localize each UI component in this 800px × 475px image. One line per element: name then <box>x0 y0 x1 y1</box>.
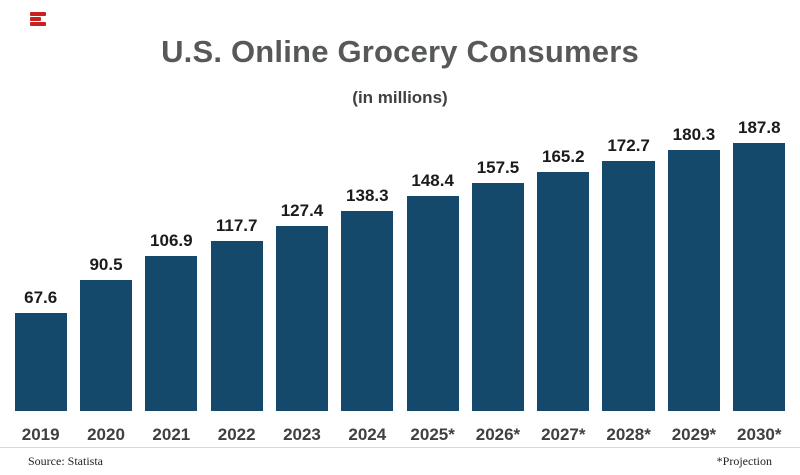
bar-category-label: 2022 <box>217 425 256 444</box>
bar-column: 127.4 2023 <box>269 118 334 445</box>
bar-category-label: 2025* <box>410 425 455 444</box>
bar <box>145 256 198 411</box>
bar-value-label: 180.3 <box>672 125 716 144</box>
bar-column: 180.3 2029* <box>661 118 726 445</box>
bar-value-label: 187.8 <box>738 118 781 137</box>
bar-category-label: 2027* <box>541 425 586 444</box>
bar-column: 90.5 2020 <box>73 118 138 445</box>
bar <box>602 161 655 411</box>
bar-category-label: 2021 <box>152 425 191 444</box>
brand-mark-icon <box>30 12 46 26</box>
bar-category-label: 2024 <box>348 425 387 444</box>
bar <box>537 172 590 411</box>
bar-column: 157.5 2026* <box>465 118 530 445</box>
bar <box>275 226 329 411</box>
bar-column: 138.3 2024 <box>335 118 400 445</box>
bar-value-label: 148.4 <box>411 171 454 190</box>
bar-column: 187.8 2030* <box>727 118 792 445</box>
bar-value-label: 165.2 <box>542 147 585 166</box>
bar <box>667 150 721 411</box>
bar-value-label: 106.9 <box>150 231 193 250</box>
chart-footer: Source: Statista *Projection <box>0 447 800 475</box>
bar <box>14 313 67 411</box>
bar-column: 106.9 2021 <box>139 118 204 445</box>
bar <box>733 143 786 412</box>
bar-column: 165.2 2027* <box>531 118 596 445</box>
bar-category-label: 2029* <box>671 425 717 444</box>
bar-chart: 67.6 2019 90.5 2020 106.9 2021 117.7 2022 127.4 2… <box>8 118 792 445</box>
bar-category-label: 2020 <box>87 425 125 444</box>
bar-category-label: 2028* <box>606 425 651 444</box>
bar-column: 117.7 2022 <box>204 118 269 445</box>
bar-category-label: 2019 <box>21 425 60 444</box>
bar-value-label: 127.4 <box>280 201 324 220</box>
bar-value-label: 157.5 <box>476 158 520 177</box>
bar-column: 172.7 2028* <box>596 118 661 445</box>
bar-value-label: 172.7 <box>607 136 650 155</box>
bar-category-label: 2030* <box>737 425 782 444</box>
bar-category-label: 2023 <box>283 425 321 444</box>
bar-value-label: 90.5 <box>89 255 123 274</box>
bar-column: 148.4 2025* <box>400 118 465 445</box>
chart-subtitle: (in millions) <box>352 88 448 107</box>
bar-value-label: 138.3 <box>346 186 389 205</box>
source-credit: Source: Statista <box>28 454 103 468</box>
bar <box>471 183 525 411</box>
bar <box>406 196 459 411</box>
bar <box>210 241 263 411</box>
bar <box>341 211 394 411</box>
bar-category-label: 2026* <box>475 425 521 444</box>
bar-column: 67.6 2019 <box>8 118 73 445</box>
chart-title: U.S. Online Grocery Consumers <box>161 34 639 69</box>
bar-value-label: 67.6 <box>24 288 58 307</box>
projection-note: *Projection <box>716 454 772 468</box>
bar <box>79 280 133 411</box>
bar-value-label: 117.7 <box>215 216 258 235</box>
